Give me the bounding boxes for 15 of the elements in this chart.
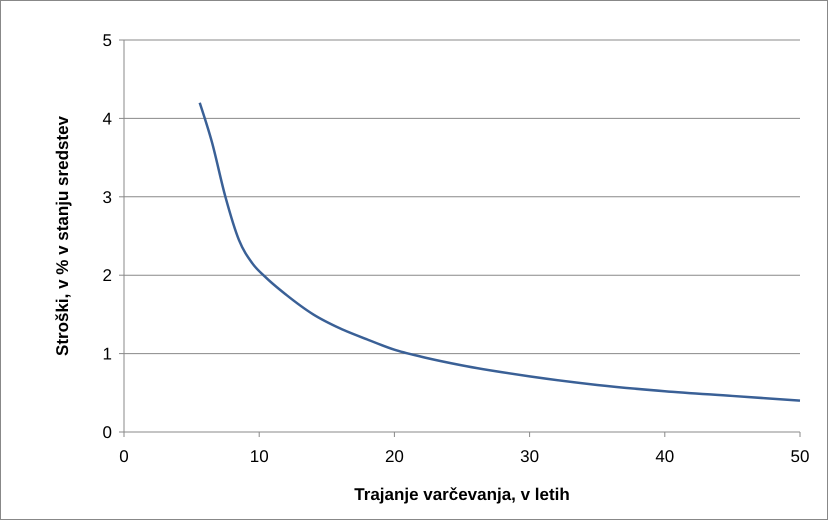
x-tick-label: 20 [384, 447, 404, 466]
x-tick-label: 50 [790, 447, 810, 466]
x-tick-label: 30 [520, 447, 540, 466]
y-tick-label: 0 [102, 422, 112, 442]
x-tick-label: 40 [655, 447, 674, 466]
y-tick-label: 2 [102, 266, 112, 286]
y-tick-label: 1 [102, 344, 112, 364]
x-tick-label: 10 [250, 447, 269, 466]
x-tick-label: 0 [119, 447, 129, 466]
y-axis-title: Stroški, v % v stanju sredstev [53, 115, 72, 356]
x-axis-title: Trajanje varčevanja, v letih [354, 485, 570, 504]
y-tick-label: 3 [102, 188, 112, 207]
y-tick-label: 5 [102, 30, 112, 50]
line-series [198, 101, 802, 402]
y-tick-label: 4 [102, 109, 112, 128]
